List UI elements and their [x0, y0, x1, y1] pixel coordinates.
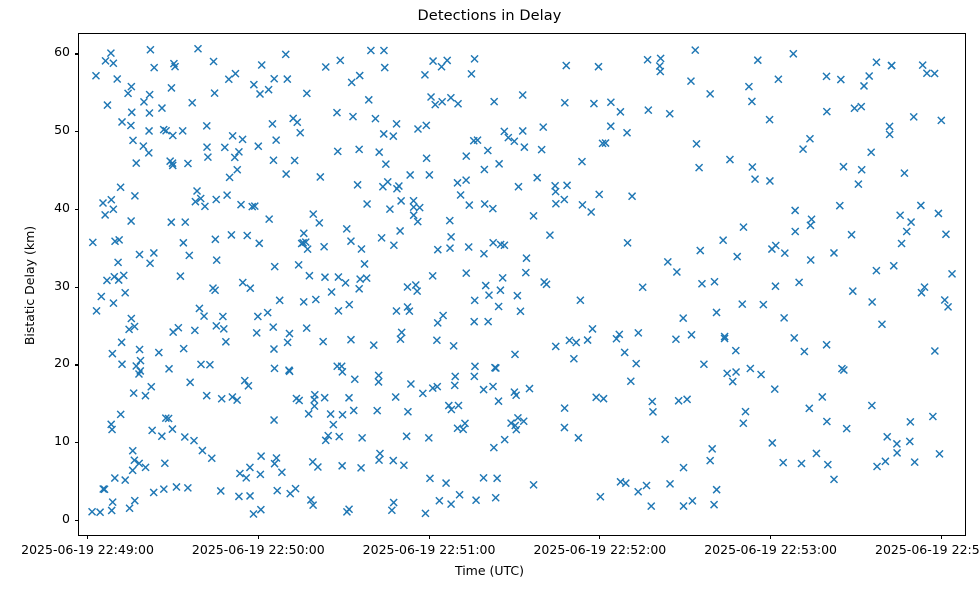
y-tick-label: 10 — [54, 433, 70, 449]
y-tick-label: 50 — [54, 122, 70, 138]
x-tick-label: 2025-06-19 22:49:00 — [21, 542, 154, 557]
x-tick-mark — [599, 535, 601, 539]
x-tick-label: 2025-06-19 22:53:00 — [704, 542, 837, 557]
x-tick-label: 2025-06-19 22:52:00 — [533, 542, 667, 557]
y-tick-mark — [75, 53, 79, 55]
x-tick-label: 2025-06-19 22:54:00 — [874, 542, 979, 557]
x-tick-mark — [86, 535, 89, 539]
y-tick-mark — [75, 208, 79, 211]
x-tick-mark — [940, 535, 942, 539]
scatter-plot-canvas — [79, 34, 967, 537]
x-tick-mark — [770, 535, 772, 539]
y-tick-label: 30 — [54, 277, 70, 293]
y-tick-label: 20 — [54, 355, 70, 371]
x-axis-label: Time (UTC) — [454, 563, 525, 578]
x-tick-mark — [428, 535, 430, 539]
y-tick-label: 60 — [54, 44, 70, 60]
plot-axes: 0 10 20 30 40 50 60 2025-06-19 22:49:00 2025-06… — [21, 33, 979, 557]
y-tick-label: 40 — [54, 199, 70, 215]
chart-title: Detections in Delay — [417, 8, 562, 24]
y-tick-mark — [75, 442, 79, 444]
y-tick-mark — [75, 286, 79, 288]
y-tick-mark — [75, 364, 79, 366]
y-tick-label: 0 — [62, 510, 70, 526]
x-tick-label: 2025-06-19 22:51:00 — [362, 542, 496, 557]
y-tick-mark — [75, 131, 79, 133]
y-tick-mark — [75, 519, 79, 521]
y-axis-label: Bistatic Delay (km) — [22, 225, 37, 346]
x-tick-label: 2025-06-19 22:50:00 — [191, 542, 325, 557]
x-tick-mark — [257, 535, 259, 539]
